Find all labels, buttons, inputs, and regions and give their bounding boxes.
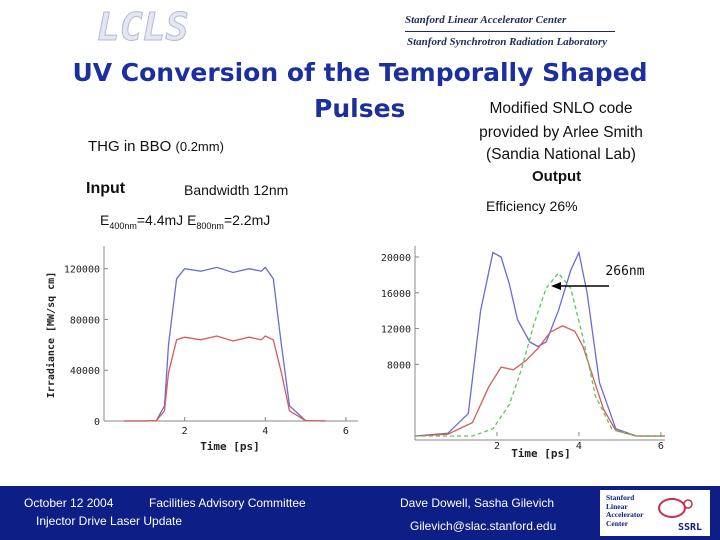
c1-ytick-label: 120000 [64,265,100,276]
lab-name-slac: Stanford Linear Accelerator Center [405,14,567,26]
c2-xtick-label: 2 [494,441,500,452]
annotation-266nm: 266nm [605,264,644,279]
footer-email: Gilevich@slac.stanford.edu [410,519,557,533]
chart2-x-label: Time [ps] [511,447,571,460]
c1-ytick-label: 0 [94,417,100,428]
slide-title-line2: Pulses [314,94,406,123]
annotation-arrow-head [551,282,561,290]
slide-title-line1: UV Conversion of the Temporally Shaped [72,58,648,87]
footer-meeting: Facilities Advisory Committee [149,496,306,510]
snlo-line3: (Sandia National Lab) [486,146,636,163]
c2-series-green [415,272,665,437]
input-label: Input [86,180,126,197]
footer-date: October 12 2004 [24,496,114,510]
efficiency-text: Efficiency 26% [486,198,578,214]
header-rule [405,31,615,32]
snlo-line1: Modified SNLO code [489,100,633,117]
c1-xtick-label: 4 [262,426,268,437]
input-pulse-chart: 0 40000 80000 120000 2 4 6 Time [ps] Irradian… [45,246,358,453]
footer-topic: Injector Drive Laser Update [36,514,183,528]
ssrl-text: SSRL [678,522,702,533]
energy-sub-800: 800nm [196,220,224,231]
slide-content-area [14,58,706,486]
c2-xtick-label: 4 [576,441,582,452]
c1-series-red [124,335,326,422]
chart1-x-label: Time [ps] [200,440,260,453]
lab-name-ssrl: Stanford Synchrotron Radiation Laborator… [407,36,608,48]
c2-series-red [414,325,665,437]
c2-ytick-label: 8000 [387,360,411,371]
logo-line3: Accelerator [606,510,644,519]
energy-sub-400: 400nm [109,220,137,231]
energy-e400: E [100,212,110,228]
logo-line1: Stanford [606,493,635,502]
c1-ytick-label: 80000 [70,315,100,326]
c2-ytick-label: 12000 [381,325,411,336]
chart1-y-label: Irradiance [MW/sq cm] [45,272,57,398]
thg-text: THG in BBO (0.2mm) [88,138,224,155]
logo-text: LCLS [97,6,189,48]
c1-xtick-label: 6 [343,426,349,437]
bandwidth-text: Bandwidth 12nm [184,182,289,198]
ssrl-ring-icon: SSRL [658,498,702,533]
thg-label: THG in BBO [88,138,176,155]
lcls-logo: LCLS [97,6,190,48]
energy-value-800: =2.2mJ [223,212,271,228]
output-label: Output [532,168,582,185]
c2-series-blue [414,250,665,437]
c1-series-blue [124,266,326,422]
energy-value-400: =4.4mJ E [136,212,197,228]
thg-crystal-size: (0.2mm) [175,139,224,154]
c2-xtick-label: 6 [658,441,664,452]
slac-logo-text: Stanford Linear Accelerator Center [606,493,644,528]
snlo-line2: provided by Arlee Smith [479,124,643,141]
output-pulse-chart: 8000 12000 16000 20000 2 4 6 Time [ps] 266nm [381,246,665,460]
c1-xtick-label: 2 [182,426,188,437]
energy-text: E400nm=4.4mJ E800nm=2.2mJ [100,212,270,231]
footer-authors: Dave Dowell, Sasha Gilevich [400,496,555,510]
c2-ytick-label: 20000 [381,253,411,264]
c2-ytick-label: 16000 [381,289,411,300]
c1-ytick-label: 40000 [70,366,100,377]
slac-ssrl-logo: Stanford Linear Accelerator Center SSRL [600,490,710,536]
logo-line2: Linear [606,501,628,511]
logo-line4: Center [606,518,629,528]
